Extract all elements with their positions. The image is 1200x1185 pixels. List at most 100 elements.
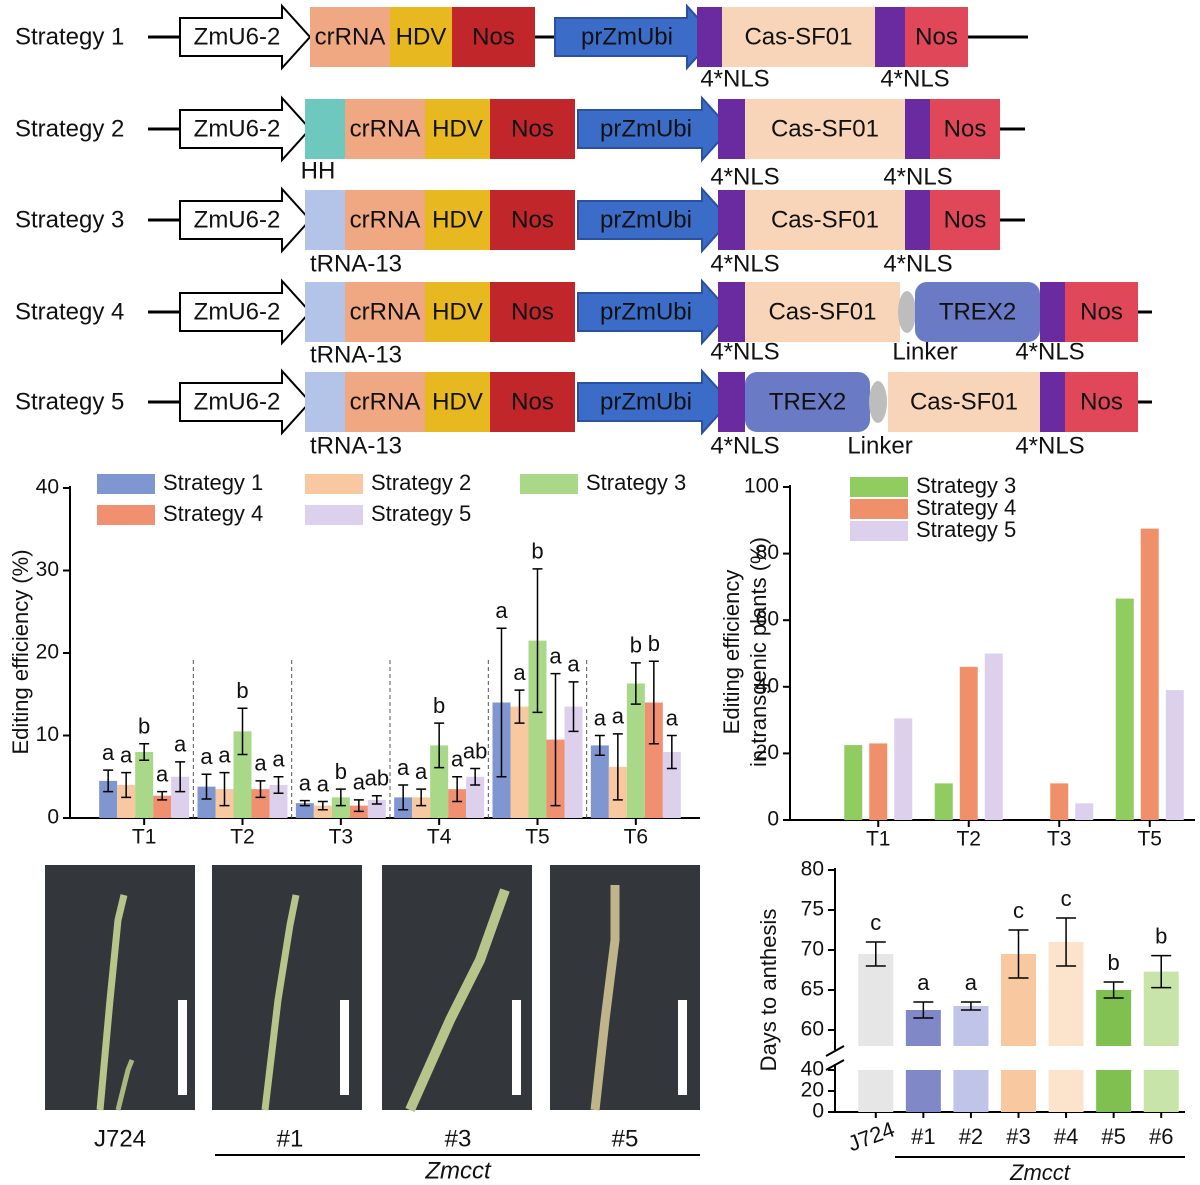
photo (550, 865, 700, 1110)
element-label: Nos (511, 115, 554, 142)
element-label: Cas-SF01 (768, 298, 876, 325)
element-label: crRNA (350, 115, 421, 142)
legend-label: Strategy 3 (916, 473, 1016, 498)
photo-label: #3 (445, 1125, 472, 1152)
y-axis-label: Editing efficiency (%) (8, 549, 33, 754)
legend-label: Strategy 2 (371, 470, 471, 495)
x-tick-label: T4 (427, 826, 452, 849)
x-tick-label: #2 (959, 1124, 983, 1149)
x-tick-label: T2 (230, 826, 255, 849)
bar (894, 718, 913, 820)
significance-letter: c (1061, 886, 1072, 911)
y-tick-label: 0 (47, 806, 59, 829)
element-box (425, 190, 490, 250)
legend-label: Strategy 1 (163, 470, 263, 495)
element-label: TREX2 (939, 298, 1016, 325)
y-axis-label: Editing efficiency (719, 570, 744, 735)
error-bar (666, 734, 677, 770)
legend-swatch (305, 505, 363, 525)
significance-letter: b (630, 633, 642, 658)
element-note: 4*NLS (710, 163, 779, 190)
tassel (115, 1059, 135, 1111)
y-tick-label: 65 (801, 978, 824, 1001)
element-label: prZmUbi (581, 23, 673, 50)
significance-letter: a (415, 759, 428, 784)
significance-letter: c (1013, 898, 1024, 923)
bar (117, 785, 136, 818)
trex2-box (745, 372, 870, 432)
promoter-arrow (179, 278, 312, 346)
element-note: HH (301, 157, 336, 184)
element-label: crRNA (350, 298, 421, 325)
promoter-arrow (179, 3, 312, 71)
error-bar (255, 780, 266, 799)
element-label: HDV (432, 115, 483, 142)
element-label: ZmU6-2 (194, 388, 281, 415)
element-box (490, 190, 575, 250)
bar (590, 745, 609, 818)
bar (295, 803, 314, 818)
bar (1140, 528, 1159, 820)
error-bar (237, 707, 248, 756)
element-label: HDV (396, 23, 447, 50)
bar (984, 653, 1003, 820)
element-note: 4*NLS (1015, 432, 1084, 459)
element-box (1040, 372, 1065, 432)
element-note: 4*NLS (1015, 338, 1084, 365)
promoter-arrow (179, 186, 312, 254)
significance-letter: a (120, 742, 133, 767)
significance-letter: a (317, 771, 330, 796)
x-tick-label: T2 (956, 828, 981, 851)
photo-panels: J724 #1 #3 #5 Zmcct (45, 865, 700, 1184)
y-tick-label: 80 (756, 541, 779, 564)
construct: ZmU6-2 crRNA HDV Nos prZmUbi Cas-SF01 TREX2 Nos… (15, 278, 1152, 368)
bar (1050, 783, 1069, 820)
element-box (745, 190, 905, 250)
trex2-box (915, 282, 1040, 342)
significance-letter: a (594, 705, 607, 730)
legend-swatch (850, 499, 908, 519)
error-bar (317, 800, 328, 811)
tassel (261, 894, 300, 1111)
strategy-label: Strategy 2 (15, 115, 124, 142)
element-note: 4*NLS (880, 65, 949, 92)
element-note: tRNA-13 (310, 250, 402, 277)
bar (844, 745, 863, 820)
element-box (888, 372, 1040, 432)
element-box (905, 190, 930, 250)
error-bar (201, 773, 212, 800)
error-bar (913, 1001, 934, 1019)
element-box (425, 282, 490, 342)
element-box (425, 372, 490, 432)
significance-letter: a (917, 970, 930, 995)
bar (934, 783, 953, 820)
bar (1075, 803, 1094, 820)
y-tick-label: 40 (756, 674, 779, 697)
x-tick-label: #3 (1006, 1124, 1030, 1149)
error-bar (398, 784, 409, 811)
legend-swatch (520, 474, 578, 494)
x-tick-label: #4 (1054, 1124, 1078, 1149)
error-bar (568, 681, 579, 733)
significance-letter: b (236, 678, 248, 703)
promoter-arrow (179, 95, 312, 163)
y-axis-label: Days to anthesis (756, 909, 781, 1072)
x-tick-label: T6 (624, 826, 649, 849)
bar-base (1048, 1070, 1084, 1112)
significance-letter: a (666, 705, 679, 730)
promoter-arrow (577, 186, 732, 254)
significance-letter: a (397, 755, 410, 780)
bar-base (905, 1070, 941, 1112)
error-bar (612, 733, 623, 801)
bar (1096, 990, 1132, 1046)
element-box (490, 99, 575, 159)
construct: ZmU6-2 crRNA HDV Nos prZmUbi TREX2 Cas-SF01 Nos… (15, 368, 1152, 459)
error-bar (353, 799, 364, 813)
bar (510, 706, 529, 818)
element-box (490, 282, 575, 342)
y-tick-label: 70 (801, 938, 824, 961)
element-box (305, 282, 345, 342)
bar (251, 789, 270, 818)
element-label: prZmUbi (600, 115, 692, 142)
legend-swatch (97, 505, 155, 525)
